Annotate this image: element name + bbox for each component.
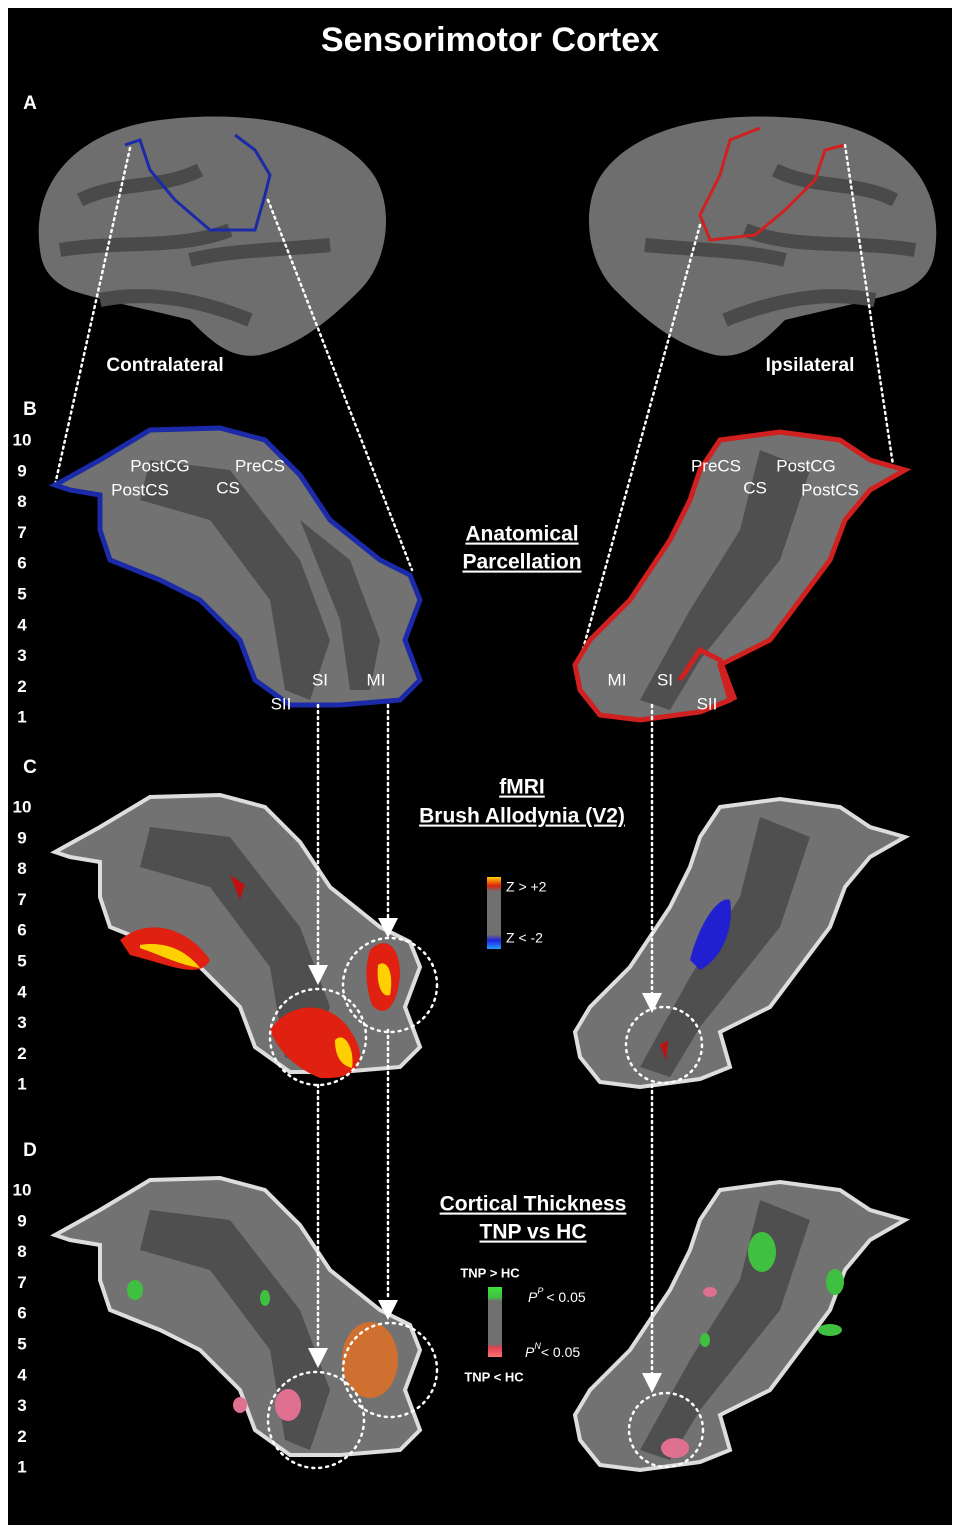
- panel-letter: D: [23, 1140, 37, 1161]
- panel-letter: A: [23, 93, 37, 114]
- scale-label: 10: [13, 1180, 32, 1199]
- thickness-blobs: [127, 1280, 398, 1421]
- sig-rest: < 0.05: [541, 1344, 581, 1360]
- region-label: MI: [367, 670, 386, 689]
- panel-letter: C: [23, 757, 37, 778]
- scale-label: 9: [17, 828, 26, 847]
- scale-label: 5: [17, 1334, 26, 1353]
- brain-right: [588, 116, 937, 356]
- roi-circle: [624, 1005, 704, 1085]
- region-label: SI: [657, 670, 673, 689]
- color-bar: [487, 877, 501, 949]
- scale-label: 9: [17, 461, 26, 480]
- region-label: CS: [216, 478, 240, 497]
- scale-label: 3: [17, 1396, 26, 1415]
- scale-label: 3: [17, 1013, 26, 1032]
- sig-rest: < 0.05: [546, 1289, 586, 1305]
- scale-label: 10: [13, 797, 32, 816]
- panel-heading: fMRI: [499, 776, 545, 799]
- scale-label: 2: [17, 677, 26, 696]
- flat-map-left: [55, 428, 420, 705]
- region-label: SII: [271, 694, 292, 713]
- flat-map-right: [575, 432, 905, 720]
- panel-heading: Brush Allodynia (V2): [419, 805, 625, 828]
- sig-sup: P: [537, 1286, 543, 1296]
- scale-label: 1: [17, 708, 26, 727]
- roi-circle: [341, 1321, 439, 1419]
- color-bar: [488, 1287, 502, 1357]
- fmri-map-left: [53, 793, 422, 1074]
- region-label: CS: [743, 478, 767, 497]
- connector-lines: [53, 143, 895, 662]
- scale-label: 7: [17, 1273, 26, 1292]
- legend-label: Z > +2: [506, 879, 547, 895]
- region-label: PreCS: [691, 456, 741, 475]
- scale-label: 8: [17, 859, 26, 878]
- region-label: PostCG: [130, 456, 190, 475]
- region-label: SI: [312, 670, 328, 689]
- thickness-map-left: [53, 1176, 422, 1457]
- brain-left: [38, 116, 387, 356]
- scale-label: 7: [17, 890, 26, 909]
- scale-label: 1: [17, 1075, 26, 1094]
- scale-label: 9: [17, 1211, 26, 1230]
- panel-letter: B: [23, 399, 37, 420]
- region-label: PostCS: [111, 480, 169, 499]
- scale-label: 10: [13, 430, 32, 449]
- legend-label: PN< 0.05: [525, 1341, 580, 1359]
- scale-label: 2: [17, 1044, 26, 1063]
- sig-symbol: P: [528, 1289, 538, 1305]
- region-label: PostCG: [776, 456, 836, 475]
- panel-heading: TNP vs HC: [480, 1221, 587, 1244]
- roi-circle: [266, 1370, 366, 1470]
- scale-label: 8: [17, 492, 26, 511]
- scale-label: 1: [17, 1458, 26, 1477]
- panel-heading: Anatomical: [465, 523, 578, 546]
- title: Sensorimotor Cortex: [321, 21, 659, 59]
- region-label: PostCS: [801, 480, 859, 499]
- scale-label: 6: [17, 554, 26, 573]
- scale-label: 4: [17, 1365, 27, 1384]
- roi-circle: [627, 1391, 705, 1469]
- scale-label: 5: [17, 951, 26, 970]
- region-label: SII: [697, 694, 718, 713]
- sig-sup: N: [534, 1341, 541, 1351]
- roi-circle: [268, 987, 368, 1087]
- legend-label: TNP > HC: [460, 1265, 520, 1280]
- roi-circle: [341, 936, 439, 1034]
- sig-symbol: P: [525, 1344, 535, 1360]
- legend-label: PP < 0.05: [528, 1286, 586, 1304]
- side-label: Ipsilateral: [766, 355, 855, 376]
- region-label: PreCS: [235, 456, 285, 475]
- panel-heading: Cortical Thickness: [440, 1193, 627, 1216]
- scale-label: 4: [17, 615, 27, 634]
- panel-heading: Parcellation: [462, 551, 581, 574]
- region-label: MI: [608, 670, 627, 689]
- scale-label: 7: [17, 523, 26, 542]
- legend-label: TNP < HC: [464, 1369, 524, 1384]
- scale-label: 6: [17, 921, 26, 940]
- fmri-activation: [660, 1040, 668, 1060]
- scale-label: 8: [17, 1242, 26, 1261]
- scale-label: 5: [17, 584, 26, 603]
- fmri-activation: [690, 899, 731, 970]
- fmri-activation: [120, 875, 400, 1079]
- arrows: [308, 703, 662, 1393]
- side-label: Contralateral: [106, 355, 223, 376]
- scale-label: 3: [17, 646, 26, 665]
- thickness-blobs: [661, 1232, 844, 1458]
- scale-label: 6: [17, 1304, 26, 1323]
- legend-label: Z < -2: [506, 930, 543, 946]
- scale-label: 2: [17, 1427, 26, 1446]
- scale-label: 4: [17, 982, 27, 1001]
